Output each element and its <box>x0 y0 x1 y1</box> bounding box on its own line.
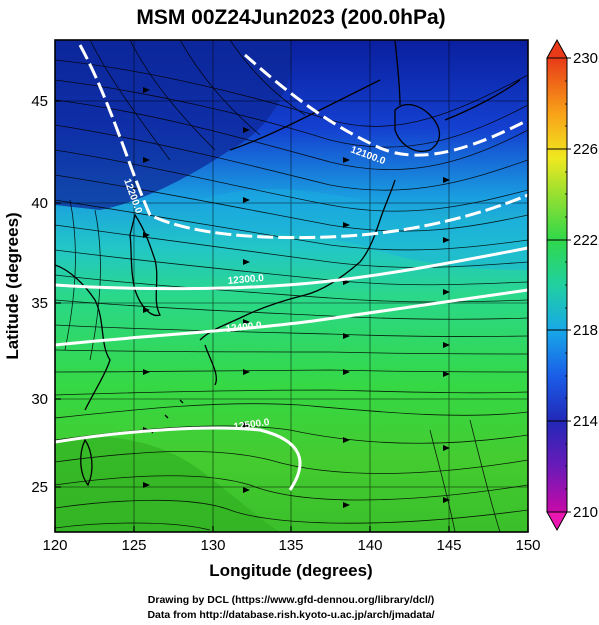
colorbar: 210 214 218 222 226 230 <box>546 38 598 532</box>
colorbar-tick-218: 218 <box>573 322 598 339</box>
colorbar-tick-226: 226 <box>573 141 598 158</box>
x-tick-130: 130 <box>200 537 225 554</box>
x-tick-145: 145 <box>436 537 461 554</box>
wind-arrowheads <box>143 87 450 508</box>
colorbar-top-arrow <box>546 38 568 59</box>
contour-12300 <box>55 246 528 291</box>
height-contours <box>55 44 528 491</box>
credit-drawing: Drawing by DCL (https://www.gfd-dennou.o… <box>148 594 434 606</box>
map-panel: 12100.0 12200.0 12300.0 12400.0 12500.0 <box>55 40 528 532</box>
x-axis-label: Longitude (degrees) <box>209 561 372 580</box>
y-tick-35: 35 <box>31 295 48 312</box>
grid <box>55 40 528 532</box>
x-tick-140: 140 <box>357 537 382 554</box>
y-axis <box>55 100 61 488</box>
credit-data: Data from http://database.rish.kyoto-u.a… <box>147 609 434 621</box>
colorbar-bottom-arrow <box>546 511 568 532</box>
y-tick-40: 40 <box>31 195 48 212</box>
contour-12200 <box>78 44 528 240</box>
contour-label-12400: 12400.0 <box>225 320 263 335</box>
colorbar-tick-214: 214 <box>573 413 598 430</box>
colorbar-tick-210: 210 <box>573 504 598 521</box>
x-tick-125: 125 <box>121 537 146 554</box>
colorbar-tick-222: 222 <box>573 232 598 249</box>
contour-label-12500: 12500.0 <box>233 417 271 433</box>
contour-label-12300: 12300.0 <box>227 273 264 287</box>
contour-12400 <box>55 288 528 347</box>
colorbar-tick-230: 230 <box>573 50 598 67</box>
x-tick-120: 120 <box>42 537 67 554</box>
figure-title: MSM 00Z24Jun2023 (200.0hPa) <box>136 6 445 29</box>
y-tick-30: 30 <box>31 391 48 408</box>
x-tick-135: 135 <box>278 537 303 554</box>
colorbar-gradient <box>546 57 568 513</box>
y-axis-label: Latitude (degrees) <box>3 212 22 359</box>
contour-12100 <box>244 53 528 157</box>
coastlines <box>55 40 521 487</box>
x-tick-150: 150 <box>515 537 540 554</box>
x-axis <box>54 526 529 532</box>
y-tick-45: 45 <box>31 93 48 110</box>
contour-12500 <box>55 426 302 491</box>
y-tick-25: 25 <box>31 479 48 496</box>
